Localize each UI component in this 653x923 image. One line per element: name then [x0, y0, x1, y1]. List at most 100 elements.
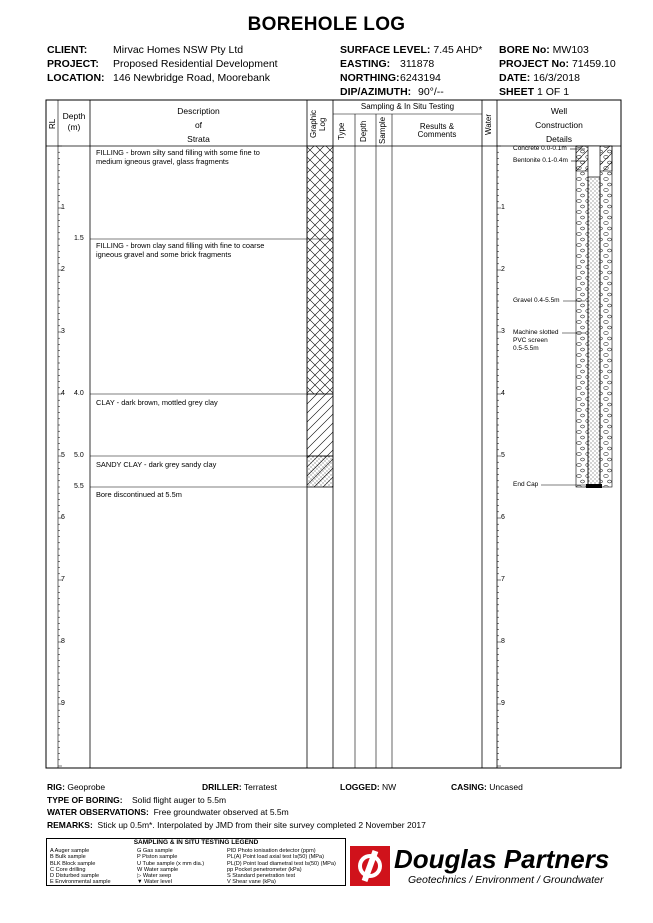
legend-item: PL(A) Point load axial test Is(50) (MPa)	[227, 854, 324, 861]
legend-col-1: A Auger sample B Bulk sample BLK Block s…	[50, 848, 111, 886]
water-value: Free groundwater observed at 5.5m	[153, 807, 289, 817]
legend-item: PL(D) Point load diametral test Is(50) (…	[227, 860, 336, 867]
depth-tick-label: 3	[501, 328, 505, 335]
page-title: BOREHOLE LOG	[247, 14, 406, 35]
footer-logged: LOGGED: NW	[340, 782, 396, 792]
remarks-label: REMARKS:	[47, 820, 93, 830]
boring-label: TYPE OF BORING:	[47, 795, 123, 805]
col-rl: RL	[48, 118, 57, 130]
header-right: BORE No: MW103 PROJECT No: 71459.10 DATE…	[499, 43, 616, 99]
projno-label: PROJECT No:	[499, 58, 570, 70]
depth-tick-label: 4	[61, 390, 65, 397]
depth-tick-label: 4	[501, 390, 505, 397]
strata-depth-1: 1.5	[74, 235, 84, 242]
depth-tick-label: 1	[61, 204, 65, 211]
legend-item: V Shear vane (kPa)	[227, 879, 276, 886]
water-label: WATER OBSERVATIONS:	[47, 807, 149, 817]
rig-value: Geoprobe	[67, 782, 106, 792]
legend-col-2: G Gas sample P Piston sample U Tube samp…	[137, 848, 204, 886]
legend-item: W Water sample	[137, 866, 179, 873]
driller-value: Terratest	[243, 782, 277, 792]
depth-tick-label: 8	[501, 638, 505, 645]
col-depth-line2: (m)	[67, 122, 81, 132]
col-results: Results & Comments	[392, 123, 482, 139]
rig-label: RIG:	[47, 782, 65, 792]
legend-item: ▷ Water seep	[137, 873, 172, 880]
col-sample: Sample	[378, 116, 387, 144]
legend-item: P Piston sample	[137, 854, 178, 861]
col-description-line2: of	[194, 120, 203, 130]
strata-desc-filling-2: FILLING - brown clay sand filling with f…	[96, 241, 265, 259]
dip-label: DIP/AZIMUTH:	[340, 86, 412, 98]
logo-name: Douglas Partners	[394, 844, 610, 874]
legend-item: ▼ Water level	[137, 879, 172, 886]
strata-desc-clay: CLAY - dark brown, mottled grey clay	[96, 398, 218, 407]
logo-tagline: Geotechnics / Environment / Groundwater	[408, 874, 604, 886]
logged-value: NW	[382, 782, 397, 792]
easting-label: EASTING:	[340, 58, 391, 70]
col-well-line3: Details	[546, 134, 572, 144]
sheet-value: 1 OF 1	[536, 86, 570, 98]
strata-desc-sandy-clay: SANDY CLAY - dark grey sandy clay	[96, 460, 217, 469]
col-description: Description of Strata	[90, 104, 307, 146]
well-label-endcap: End Cap	[513, 481, 539, 488]
col-sampling: Sampling & In Situ Testing	[360, 102, 455, 111]
strata-desc-end: Bore discontinued at 5.5m	[96, 490, 182, 499]
date-label: DATE:	[499, 72, 531, 84]
legend-item: A Auger sample	[50, 848, 90, 854]
col-description-line1: Description	[177, 106, 220, 116]
bore-value: MW103	[552, 44, 589, 56]
depth-tick-label: 6	[61, 514, 65, 521]
strata-depth-3: 5.0	[74, 452, 84, 459]
project-label: PROJECT:	[47, 58, 99, 70]
legend-item: pp Pocket penetrometer (kPa)	[227, 866, 302, 873]
footer-boring: TYPE OF BORING: Solid flight auger to 5.…	[47, 795, 226, 805]
sheet-label: SHEET	[499, 86, 535, 98]
client-value: Mirvac Homes NSW Pty Ltd	[113, 44, 244, 56]
well-label-screen-1: Machine slotted	[513, 329, 559, 336]
well-label-screen: Machine slotted PVC screen 0.5-5.5m	[513, 329, 559, 353]
col-type: Type	[337, 122, 346, 140]
well-label-screen-2: PVC screen	[513, 337, 548, 344]
depth-tick-label: 8	[61, 638, 65, 645]
well-label-screen-3: 0.5-5.5m	[513, 345, 539, 352]
legend-item: B Bulk sample	[50, 854, 86, 861]
northing-label: NORTHING:	[340, 72, 400, 84]
projno-value: 71459.10	[571, 58, 616, 70]
depth-tick-label: 7	[61, 576, 65, 583]
col-well-line2: Construction	[535, 120, 583, 130]
project-value: Proposed Residential Development	[113, 58, 278, 70]
depth-tick-label: 2	[501, 266, 505, 273]
col-results-line2: Comments	[417, 130, 457, 139]
footer-casing: CASING: Uncased	[451, 782, 523, 792]
col-depth-line1: Depth	[62, 111, 86, 121]
depth-tick-label: 5	[501, 452, 505, 459]
footer-rig: RIG: Geoprobe	[47, 782, 105, 792]
logged-label: LOGGED:	[340, 782, 380, 792]
legend-title: SAMPLING & IN SITU TESTING LEGEND	[133, 839, 259, 846]
depth-tick-label: 5	[61, 452, 65, 459]
footer-driller: DRILLER: Terratest	[202, 782, 277, 792]
depth-tick-label: 2	[61, 266, 65, 273]
well-label-gravel: Gravel 0.4-5.5m	[513, 297, 560, 304]
legend-item: PID Photo ionisation detector (ppm)	[227, 848, 316, 854]
sampling-legend: SAMPLING & IN SITU TESTING LEGEND A Auge…	[46, 838, 346, 886]
col-graphic-log: Graphic Log	[309, 110, 327, 139]
casing-value: Uncased	[489, 782, 523, 792]
client-label: CLIENT:	[47, 44, 88, 56]
strata-depth-2: 4.0	[74, 390, 84, 397]
footer-water: WATER OBSERVATIONS: Free groundwater obs…	[47, 807, 289, 817]
legend-item: BLK Block sample	[50, 860, 96, 867]
col-description-line3: Strata	[187, 134, 210, 144]
location-value: 146 Newbridge Road, Moorebank	[113, 72, 271, 84]
legend-col-3: PID Photo ionisation detector (ppm) PL(A…	[227, 848, 336, 886]
depth-tick-label: 7	[501, 576, 505, 583]
surface-level-value: 7.45 AHD*	[433, 44, 483, 56]
depth-tick-label: 3	[61, 328, 65, 335]
driller-label: DRILLER:	[202, 782, 242, 792]
legend-item: D Disturbed sample	[50, 873, 100, 880]
douglas-partners-logo-icon	[350, 846, 390, 886]
easting-value: 311878	[400, 58, 435, 70]
remarks-value: Stick up 0.5m*. Interpolated by JMD from…	[97, 820, 426, 830]
